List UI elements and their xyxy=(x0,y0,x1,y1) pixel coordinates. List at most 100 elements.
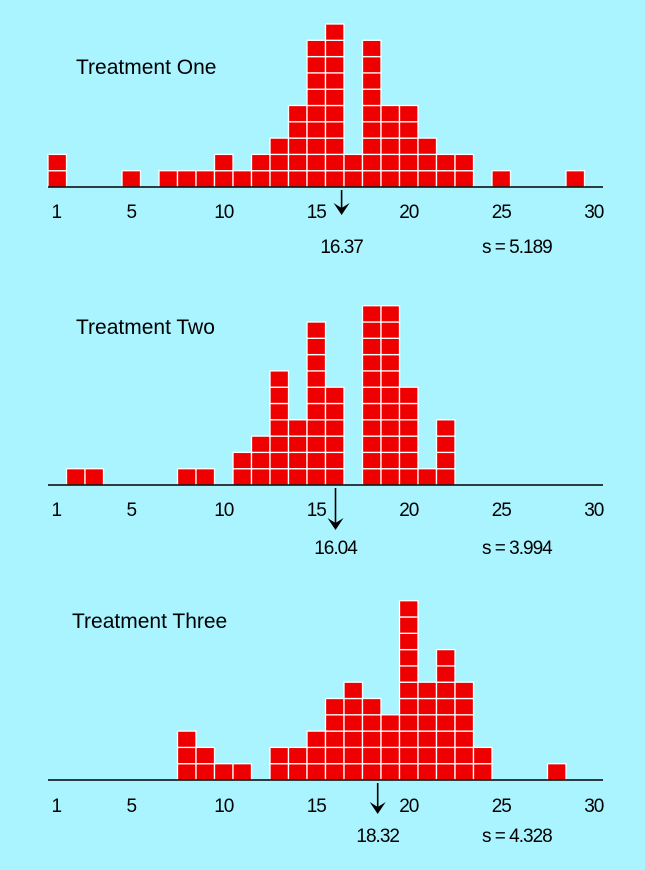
bar-cell xyxy=(435,435,456,454)
bar-cell xyxy=(361,419,382,437)
histogram-bar xyxy=(398,386,419,486)
bar-cell xyxy=(232,170,253,188)
histogram-bar xyxy=(324,697,345,781)
bar-cell xyxy=(324,153,345,172)
bar-cell xyxy=(306,419,327,437)
bar-cell xyxy=(287,170,308,188)
bar-cell xyxy=(380,386,401,405)
bar-cell xyxy=(65,468,86,486)
bar-cell xyxy=(361,137,382,156)
x-tick-label: 10 xyxy=(214,796,234,817)
bar-cell xyxy=(324,121,345,139)
bar-cell xyxy=(361,386,382,405)
mean-value-label: 16.37 xyxy=(320,237,363,258)
bar-cell xyxy=(435,451,456,470)
bar-cell xyxy=(343,730,364,749)
bar-cell xyxy=(417,714,438,732)
bar-cell xyxy=(121,170,142,188)
bar-cell xyxy=(324,170,345,188)
histogram-bar xyxy=(47,153,68,188)
bar-cell xyxy=(398,714,419,732)
sd-value-label: s = 4.328 xyxy=(482,826,552,847)
histogram-bar xyxy=(380,104,401,188)
histogram-bar xyxy=(306,39,327,188)
bar-cell xyxy=(324,39,345,58)
bar-cell xyxy=(47,170,68,188)
bar-cell xyxy=(176,468,197,486)
bar-cell xyxy=(398,697,419,716)
x-tick-label: 15 xyxy=(307,500,327,521)
histogram-bar xyxy=(269,370,290,486)
bar-cell xyxy=(306,121,327,139)
bar-cell xyxy=(398,121,419,139)
bar-cell xyxy=(324,468,345,486)
bar-cell xyxy=(324,435,345,454)
bar-cell xyxy=(176,730,197,749)
bar-cell xyxy=(250,435,271,454)
bar-cell xyxy=(287,451,308,470)
bar-cell xyxy=(361,104,382,123)
x-tick-label: 30 xyxy=(584,500,604,521)
bar-cell xyxy=(435,153,456,172)
bar-cell xyxy=(306,435,327,454)
histogram-bar xyxy=(435,419,456,486)
bar-cell xyxy=(287,419,308,437)
histogram-bar xyxy=(472,746,493,781)
bar-cell xyxy=(417,468,438,486)
bar-cell xyxy=(380,746,401,765)
mean-value-label: 16.04 xyxy=(314,538,358,559)
bar-cell xyxy=(380,370,401,388)
bar-cell xyxy=(306,104,327,123)
sd-value-label: s = 3.994 xyxy=(482,538,553,559)
histogram-bar xyxy=(232,763,253,781)
bar-cell xyxy=(380,468,401,486)
bar-cell xyxy=(269,402,290,421)
bar-cell xyxy=(454,681,475,700)
bar-cell xyxy=(213,763,234,781)
histogram-bar xyxy=(158,170,179,188)
bar-cell xyxy=(454,153,475,172)
bar-cell xyxy=(361,170,382,188)
x-tick-label: 30 xyxy=(584,796,604,817)
bar-cell xyxy=(491,170,512,188)
bar-cell xyxy=(361,370,382,388)
histogram-bar xyxy=(269,746,290,781)
panel-title: Treatment One xyxy=(76,56,216,79)
bar-cell xyxy=(435,714,456,732)
histogram-bar xyxy=(287,746,308,781)
bar-cell xyxy=(398,681,419,700)
bar-cell xyxy=(565,170,586,188)
x-tick-label: 5 xyxy=(127,202,137,223)
bar-cell xyxy=(232,451,253,470)
histogram-bar xyxy=(361,697,382,781)
bar-cell xyxy=(158,170,179,188)
bar-cell xyxy=(324,730,345,749)
bar-cell xyxy=(398,137,419,156)
bar-cell xyxy=(380,763,401,781)
bar-cell xyxy=(306,402,327,421)
bar-cell xyxy=(213,153,234,172)
bar-cell xyxy=(306,386,327,405)
histogram-bar xyxy=(398,104,419,188)
bar-cell xyxy=(454,746,475,765)
bar-cell xyxy=(306,88,327,107)
x-tick-label: 5 xyxy=(127,796,137,817)
histogram-bar xyxy=(232,170,253,188)
histogram-bar xyxy=(250,153,271,188)
bar-cell xyxy=(398,632,419,651)
bar-cell xyxy=(361,55,382,74)
histogram-bar xyxy=(250,435,271,486)
histogram-bar xyxy=(324,386,345,486)
x-tick-label: 20 xyxy=(399,202,419,223)
bar-cell xyxy=(195,746,216,765)
bar-cell xyxy=(361,305,382,323)
histogram-bar xyxy=(121,170,142,188)
bar-cell xyxy=(306,468,327,486)
bar-cell xyxy=(361,697,382,716)
bar-cell xyxy=(343,746,364,765)
bar-cell xyxy=(324,55,345,74)
bar-cell xyxy=(380,730,401,749)
bar-cell xyxy=(306,170,327,188)
bar-cell xyxy=(380,337,401,356)
